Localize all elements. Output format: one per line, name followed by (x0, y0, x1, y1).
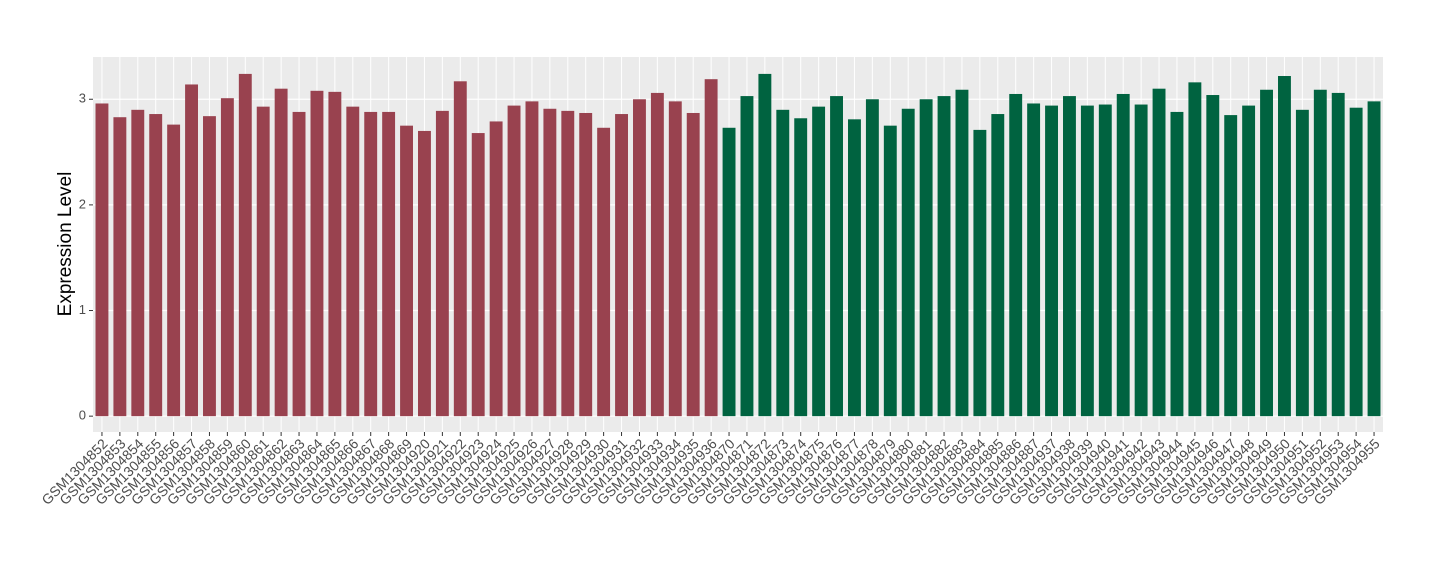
bar (812, 106, 826, 417)
bar (1331, 92, 1345, 417)
bar (1242, 105, 1256, 417)
bar (1063, 96, 1076, 417)
bar (794, 118, 808, 417)
bar (274, 88, 288, 417)
bar (561, 110, 575, 417)
bar (937, 96, 951, 417)
bar (1224, 115, 1238, 417)
bar (740, 96, 754, 417)
bar (901, 108, 915, 417)
y-tick-label: 1 (79, 302, 86, 317)
y-tick-label: 2 (79, 196, 86, 211)
bar (543, 108, 557, 417)
bar (1206, 95, 1220, 417)
bar (185, 84, 198, 417)
bar (722, 127, 736, 417)
bar (865, 99, 879, 417)
bar (1009, 93, 1023, 417)
bar (776, 109, 790, 417)
bar (471, 133, 485, 417)
bar (650, 92, 664, 417)
bar (579, 112, 593, 417)
plot-panel (93, 57, 1383, 432)
bar (238, 73, 252, 417)
bar (1080, 105, 1094, 417)
bar (991, 114, 1005, 417)
bar (400, 125, 413, 417)
bar (1170, 111, 1184, 417)
bar (597, 127, 611, 417)
bar (435, 110, 449, 417)
bar (418, 130, 431, 417)
bar (919, 99, 933, 417)
y-axis-title: Expression Level (55, 172, 76, 317)
bar (95, 103, 109, 417)
bar (1278, 76, 1291, 417)
bar (1188, 82, 1202, 417)
bar (1313, 89, 1327, 417)
bar (955, 89, 969, 417)
bar (668, 101, 682, 417)
bar (1349, 107, 1363, 417)
y-tick-label: 3 (79, 91, 86, 106)
bar (292, 111, 306, 417)
bar (220, 98, 234, 417)
bar (686, 112, 700, 417)
bar (704, 79, 718, 417)
bar (848, 119, 861, 417)
bar (149, 114, 163, 417)
bar (489, 121, 503, 417)
bar (453, 81, 467, 417)
bar (256, 106, 270, 417)
bar (382, 111, 396, 417)
bar (167, 124, 181, 417)
bar (346, 106, 360, 417)
bar (131, 109, 145, 417)
bar (1367, 101, 1381, 417)
bar (1045, 105, 1058, 417)
bar (633, 99, 646, 417)
bar (310, 90, 324, 417)
bar (1027, 103, 1041, 417)
bar (1295, 109, 1309, 417)
bar (1152, 88, 1166, 417)
bar (203, 116, 216, 417)
bar (973, 129, 987, 417)
bar (328, 91, 342, 417)
bar (525, 101, 539, 417)
bar (830, 96, 843, 417)
bar (364, 111, 378, 417)
bar (1116, 93, 1130, 417)
bar (507, 105, 521, 417)
bar (1098, 104, 1112, 417)
bar (758, 73, 772, 417)
bar (113, 117, 127, 417)
bar (615, 114, 628, 417)
bar (883, 125, 897, 417)
bar (1260, 89, 1273, 417)
y-tick-label: 0 (79, 408, 86, 423)
bar (1134, 104, 1148, 417)
